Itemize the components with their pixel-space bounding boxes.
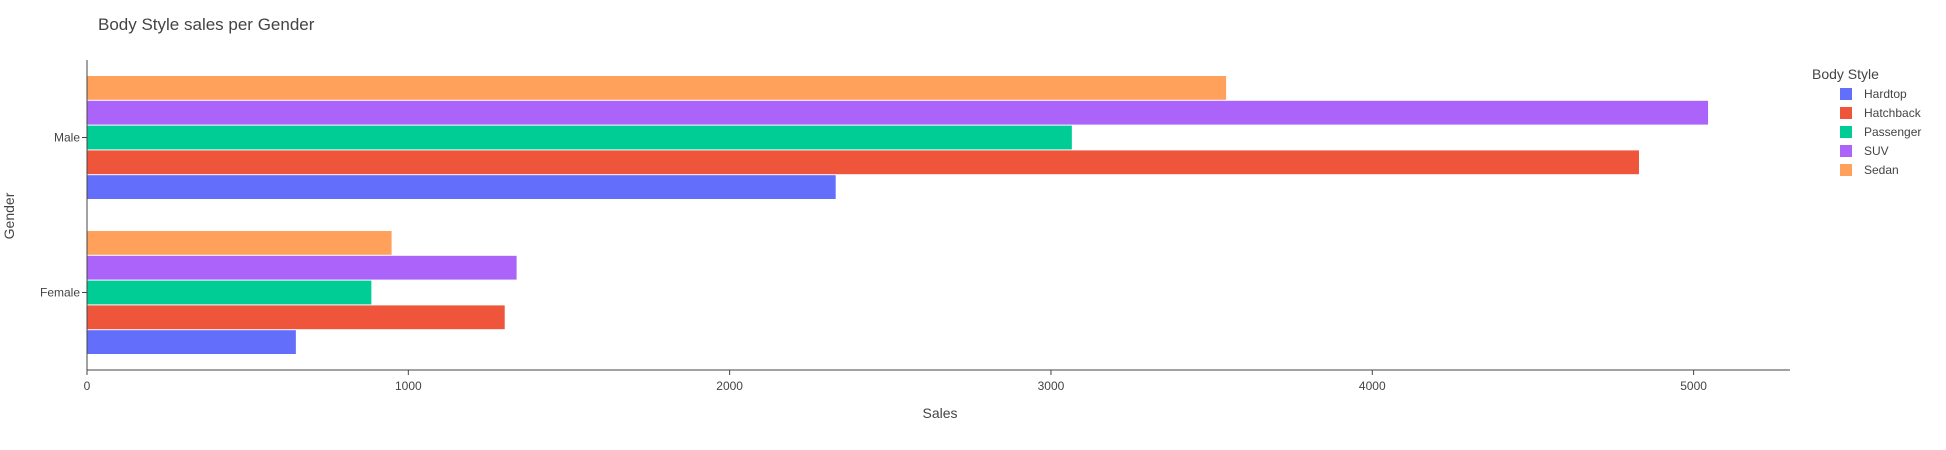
- bars-group: [87, 76, 1709, 354]
- bar-hatchback-male: [87, 150, 1639, 175]
- x-tick-label: 3000: [1038, 379, 1065, 393]
- bar-sedan-male: [87, 76, 1227, 100]
- legend-label-passenger[interactable]: Passenger: [1864, 125, 1921, 139]
- x-axis-title: Sales: [922, 405, 957, 421]
- bar-hatchback-female: [87, 305, 505, 330]
- legend: Body Style Hardtop Hatchback Passenger SUV S…: [1812, 66, 1922, 177]
- bar-passenger-male: [87, 125, 1072, 150]
- bar-passenger-female: [87, 280, 372, 305]
- bar-suv-female: [87, 255, 517, 280]
- y-axis-title: Gender: [1, 192, 17, 239]
- bar-suv-male: [87, 100, 1709, 125]
- bar-sedan-female: [87, 231, 392, 255]
- x-tick-label: 5000: [1680, 379, 1707, 393]
- legend-swatch-suv[interactable]: [1840, 145, 1852, 157]
- x-tick-label: 1000: [395, 379, 422, 393]
- x-tick-label: 2000: [716, 379, 743, 393]
- y-axis-ticks: Female Male: [40, 131, 87, 300]
- legend-label-hatchback[interactable]: Hatchback: [1864, 106, 1922, 120]
- legend-label-sedan[interactable]: Sedan: [1864, 163, 1899, 177]
- bar-hardtop-female: [87, 330, 296, 354]
- legend-swatch-sedan[interactable]: [1840, 164, 1852, 176]
- x-axis-ticks: 0 1000 2000 3000 4000 5000: [84, 370, 1707, 393]
- legend-swatch-hatchback[interactable]: [1840, 107, 1852, 119]
- y-tick-label-female: Female: [40, 286, 80, 300]
- legend-title: Body Style: [1812, 66, 1879, 82]
- legend-label-hardtop[interactable]: Hardtop: [1864, 87, 1907, 101]
- chart-title: Body Style sales per Gender: [98, 15, 315, 34]
- x-tick-label: 4000: [1359, 379, 1386, 393]
- y-tick-label-male: Male: [54, 131, 80, 145]
- legend-swatch-passenger[interactable]: [1840, 126, 1852, 138]
- legend-label-suv[interactable]: SUV: [1864, 144, 1889, 158]
- bar-hardtop-male: [87, 175, 836, 199]
- x-tick-label: 0: [84, 379, 91, 393]
- legend-swatch-hardtop[interactable]: [1840, 88, 1852, 100]
